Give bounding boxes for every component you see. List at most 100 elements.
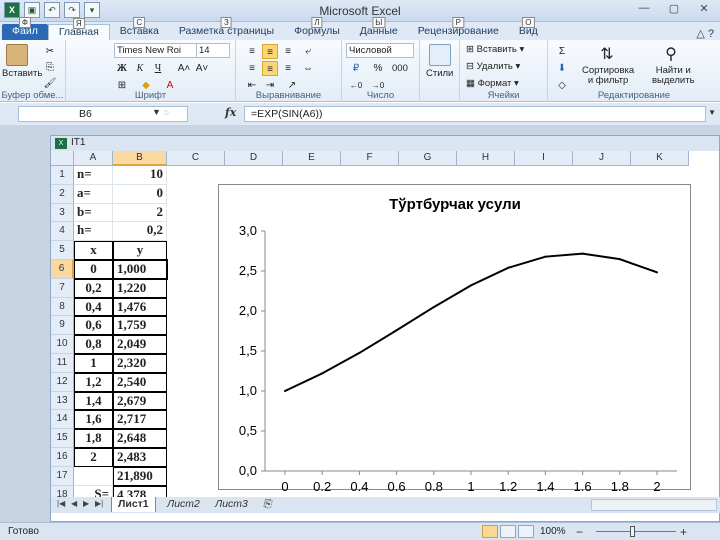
cell-b[interactable]: 2,483 (113, 448, 167, 467)
paste-icon[interactable] (6, 44, 28, 66)
find-select-button[interactable]: Найти и выделить (652, 65, 695, 86)
horizontal-scrollbar[interactable] (591, 499, 717, 511)
fill-icon[interactable]: ⬇ (557, 63, 567, 74)
sheet-tab-1[interactable]: Лист1 (111, 497, 156, 512)
row-header[interactable]: 17 (51, 466, 74, 486)
cell-b[interactable]: 1,759 (113, 316, 167, 336)
zoom-out-button[interactable]: − (576, 525, 584, 539)
row-header[interactable]: 10 (51, 335, 74, 354)
data-point[interactable] (656, 271, 658, 274)
font-size-select[interactable]: 14 (196, 43, 230, 58)
align-center-icon[interactable]: ≡ (262, 61, 278, 76)
row-header[interactable]: 14 (51, 410, 74, 430)
fill-color-icon[interactable]: ◆ (142, 80, 150, 91)
excel-app-icon[interactable]: X (4, 2, 20, 18)
shrink-font-icon[interactable]: A˅ (195, 63, 209, 74)
cell-b[interactable]: 1,220 (113, 278, 167, 298)
styles-icon[interactable] (429, 44, 451, 66)
grow-font-icon[interactable]: A˄ (177, 63, 191, 74)
align-top-icon[interactable]: ≡ (249, 46, 255, 57)
cell-b[interactable]: 2,679 (113, 391, 167, 411)
data-point[interactable] (321, 372, 324, 375)
restore-button[interactable]: ▢ (668, 3, 680, 15)
cell-a[interactable]: h= (74, 222, 113, 242)
cell-b[interactable]: 2,049 (113, 335, 167, 354)
cell-a[interactable]: x (74, 241, 113, 260)
select-all-corner[interactable] (51, 151, 74, 166)
column-header[interactable]: A (74, 151, 113, 166)
insert-cells-button[interactable]: ⊞ Вставить ▾ (466, 44, 525, 55)
binoculars-icon[interactable]: ⚲ (665, 46, 677, 63)
paste-button[interactable]: Вставить (2, 68, 43, 79)
percent-button[interactable]: % (373, 63, 383, 74)
format-cells-button[interactable]: ▦ Формат ▾ (466, 78, 519, 89)
align-right-icon[interactable]: ≡ (285, 63, 291, 74)
increase-decimal-icon[interactable]: ←0 (349, 81, 363, 90)
undo-icon[interactable]: ↶ (44, 2, 60, 18)
font-color-icon[interactable]: A (166, 80, 174, 91)
currency-icon[interactable]: ₽ (352, 63, 360, 74)
tab-file[interactable]: Файл Ф (2, 17, 48, 40)
cell-b[interactable]: 2 (113, 203, 167, 223)
normal-view-icon[interactable] (482, 525, 498, 538)
zoom-slider-thumb[interactable] (630, 526, 635, 537)
row-header[interactable]: 1 (51, 166, 74, 185)
redo-icon[interactable]: ↷ (64, 2, 80, 18)
tab-review[interactable]: Рецензирование Р (417, 17, 499, 37)
column-header[interactable]: B (113, 151, 167, 166)
data-point[interactable] (507, 266, 510, 269)
sheet-tab-3[interactable]: Лист3 (215, 498, 248, 510)
formula-input[interactable]: =EXP(SIN(A6)) (244, 106, 706, 122)
sort-filter-button[interactable]: Сортировка и фильтр (582, 65, 635, 86)
zoom-in-button[interactable]: + (680, 525, 688, 539)
zoom-slider[interactable] (596, 531, 676, 532)
row-header[interactable]: 2 (51, 184, 74, 204)
row-header[interactable]: 7 (51, 278, 74, 298)
cell-a[interactable]: b= (74, 203, 113, 223)
row-header[interactable]: 5 (51, 241, 74, 260)
next-sheet-icon[interactable]: ▶ (83, 499, 90, 508)
cell-a[interactable]: 0,2 (74, 278, 113, 298)
tab-home[interactable]: Главная Я (47, 18, 110, 40)
cell-a[interactable]: 1,8 (74, 429, 113, 448)
cell-a[interactable]: n= (74, 166, 113, 185)
minimize-button[interactable]: — (638, 2, 650, 14)
wrap-text-icon[interactable]: ⤶ (305, 46, 311, 57)
first-sheet-icon[interactable]: |◀ (57, 499, 66, 508)
cell-b[interactable]: 0,2 (113, 222, 167, 242)
number-format-select[interactable]: Числовой (346, 43, 414, 58)
column-header[interactable]: H (457, 151, 515, 166)
increase-indent-icon[interactable]: ⇥ (265, 80, 275, 91)
row-header[interactable]: 13 (51, 391, 74, 411)
row-header[interactable]: 8 (51, 297, 74, 317)
cell-b[interactable]: 10 (113, 166, 167, 185)
underline-button[interactable]: Ч (154, 63, 162, 74)
sort-filter-icon[interactable]: ⇅ (600, 46, 614, 63)
sheet-tab-2[interactable]: Лист2 (167, 498, 200, 510)
prev-sheet-icon[interactable]: ◀ (71, 499, 78, 508)
borders-icon[interactable]: ⊞ (117, 80, 127, 91)
column-header[interactable]: D (225, 151, 283, 166)
align-bottom-icon[interactable]: ≡ (285, 46, 291, 57)
format-painter-icon[interactable]: 🖌 (43, 78, 57, 89)
data-point[interactable] (544, 255, 547, 258)
help-icon[interactable]: △ ? (696, 28, 714, 40)
align-left-icon[interactable]: ≡ (249, 63, 255, 74)
expand-formula-icon[interactable]: ▼ (708, 108, 716, 117)
cell-b[interactable]: 2,540 (113, 372, 167, 392)
name-box[interactable]: B6 (18, 106, 188, 122)
tab-insert[interactable]: Вставка С (119, 17, 159, 37)
cell-a[interactable]: a= (74, 184, 113, 204)
row-header[interactable]: 6 (51, 260, 74, 279)
cell-b[interactable]: 21,890 (113, 466, 167, 486)
save-icon[interactable]: ▣ (24, 2, 40, 18)
thousands-button[interactable]: 000 (392, 63, 408, 74)
cell-a[interactable]: 1,2 (74, 372, 113, 392)
clear-icon[interactable]: ◇ (558, 80, 566, 91)
font-name-select[interactable]: Times New Roi (114, 43, 204, 58)
bold-button[interactable]: Ж (117, 63, 127, 74)
cell-b[interactable]: 2,320 (113, 354, 167, 373)
chart[interactable]: Тўртбурчак усули 0,0 0,5 1,0 1,5 2,0 2,5 3,0 0 0,… (218, 184, 691, 494)
row-header[interactable]: 12 (51, 372, 74, 392)
copy-icon[interactable]: ⎘ (46, 62, 54, 73)
